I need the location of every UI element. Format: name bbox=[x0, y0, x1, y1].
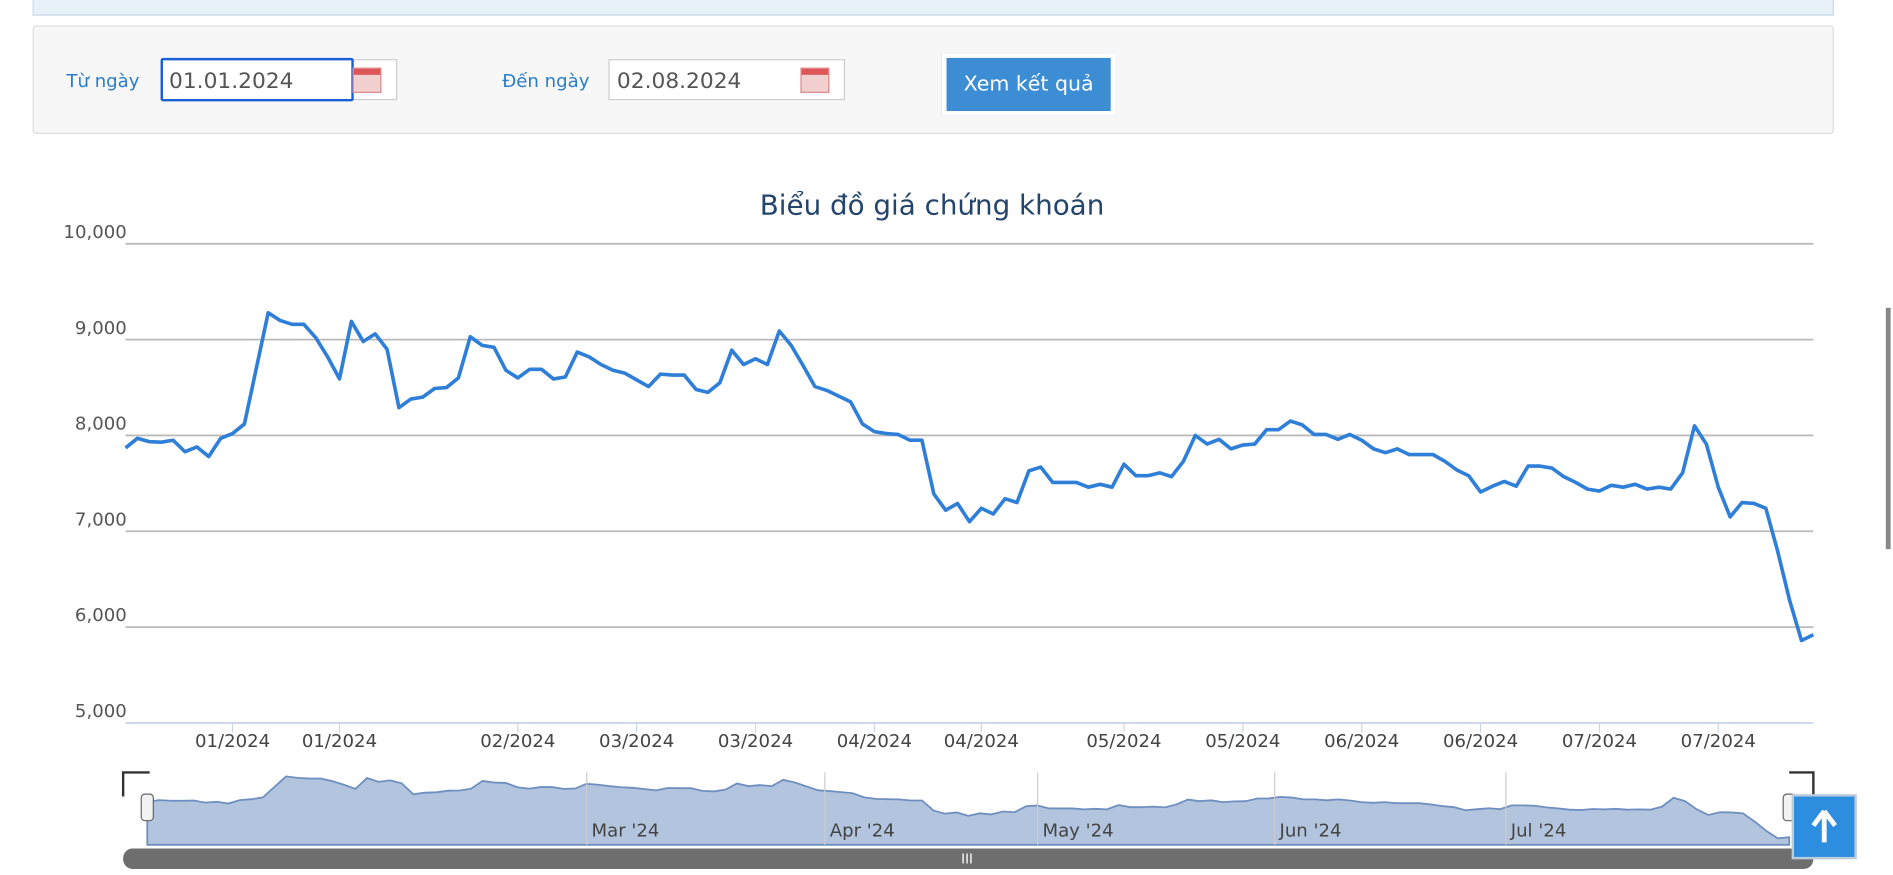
x-tick-label: 07/2024 bbox=[1562, 731, 1637, 752]
x-tick-label: 02/2024 bbox=[480, 731, 555, 752]
scroll-grip[interactable]: III bbox=[961, 852, 973, 867]
navigator-frame bbox=[121, 771, 1815, 797]
navigator-tick-label: Jul '24 bbox=[1510, 821, 1567, 842]
y-tick-label: 9,000 bbox=[75, 318, 127, 339]
x-tick-label: 04/2024 bbox=[944, 731, 1019, 752]
y-tick-label: 5,000 bbox=[75, 701, 127, 722]
header-bar bbox=[32, 0, 1834, 16]
y-tick-label: 8,000 bbox=[75, 414, 127, 435]
x-tick-label: 03/2024 bbox=[599, 731, 674, 752]
navigator-tick-label: May '24 bbox=[1042, 821, 1113, 842]
navigator-scrollbar[interactable] bbox=[123, 848, 1814, 869]
navigator-tick-label: Mar '24 bbox=[592, 821, 660, 842]
x-tick-label: 04/2024 bbox=[837, 731, 912, 752]
arrow-icon bbox=[1811, 809, 1838, 843]
x-tick-label: 06/2024 bbox=[1443, 731, 1518, 752]
navigator-tick-label: Apr '24 bbox=[830, 821, 895, 842]
x-tick-label: 03/2024 bbox=[718, 731, 793, 752]
from-value: 01.01.2024 bbox=[169, 68, 294, 95]
x-tick-label: 01/2024 bbox=[302, 731, 377, 752]
y-tick-label: 6,000 bbox=[75, 605, 127, 626]
calendar-icon[interactable] bbox=[800, 67, 830, 93]
chart-title: Biểu đồ giá chứng khoán bbox=[760, 188, 1105, 221]
from-input[interactable]: 01.01.2024 bbox=[160, 57, 398, 102]
x-tick-label: 01/2024 bbox=[195, 731, 270, 752]
to-value: 02.08.2024 bbox=[616, 68, 742, 95]
x-tick-label: 05/2024 bbox=[1205, 731, 1280, 752]
navigator-handle[interactable] bbox=[140, 793, 154, 822]
price-line bbox=[124, 310, 1815, 643]
x-tick-label: 07/2024 bbox=[1681, 731, 1756, 752]
navigator-area bbox=[146, 775, 1791, 846]
to-input[interactable]: 02.08.2024 bbox=[608, 59, 846, 101]
to-label: Đến ngày bbox=[502, 70, 590, 92]
date-form: Từ ngày 01.01.2024 Đến ngày 02.08.2024 X… bbox=[32, 25, 1834, 134]
x-tick-label: 06/2024 bbox=[1324, 731, 1399, 752]
x-tick-label: 05/2024 bbox=[1086, 731, 1161, 752]
calendar-icon[interactable] bbox=[352, 67, 382, 93]
submit-button[interactable]: Xem kết quả bbox=[941, 53, 1116, 116]
scrollbar[interactable] bbox=[1885, 307, 1891, 550]
y-tick-label: 7,000 bbox=[75, 509, 127, 530]
navigator-tick-label: Jun '24 bbox=[1278, 821, 1341, 842]
y-tick-label: 10,000 bbox=[63, 222, 126, 243]
from-label: Từ ngày bbox=[66, 70, 140, 92]
